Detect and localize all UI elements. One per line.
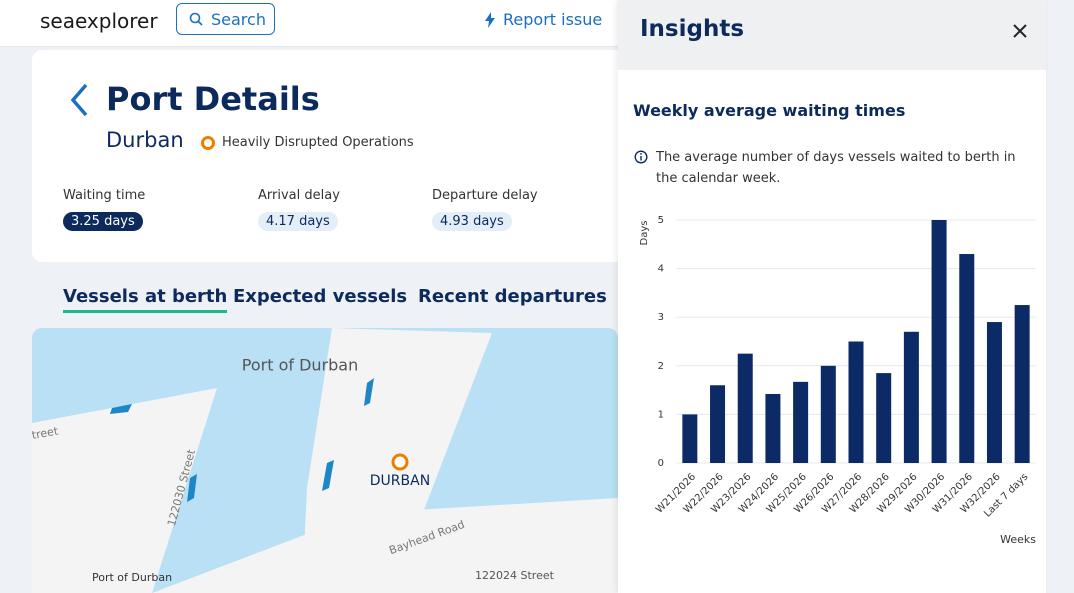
chart: 012345DaysWeeksW21/2026W22/2026W23/2026W… (639, 215, 1036, 546)
bar (1014, 305, 1030, 463)
map: Port of Durban DURBAN treet 122030 Stree… (32, 328, 618, 593)
bar (959, 254, 975, 463)
metric-pill[interactable]: 4.93 days (432, 210, 512, 231)
status-icon (201, 136, 215, 150)
brand[interactable]: seaexplorer (40, 9, 158, 33)
info-icon (634, 150, 648, 164)
bar (820, 365, 836, 463)
y-tick-label: 2 (658, 361, 664, 372)
y-tick-label: 0 (658, 458, 664, 469)
map-label: Port of Durban (92, 571, 172, 584)
bar (903, 331, 919, 463)
top-bar: seaexplorer Search Report issue (0, 0, 618, 47)
port-card: Port Details Durban Heavily Disrupted Op… (32, 50, 618, 262)
search-icon (189, 12, 203, 26)
bar (931, 220, 947, 463)
metric-label: Arrival delay (258, 188, 340, 203)
bar (710, 385, 726, 463)
metric-pill[interactable]: 4.17 days (258, 210, 338, 231)
port-name: Durban (106, 128, 184, 152)
bar (848, 341, 864, 463)
report-issue[interactable]: Report issue (503, 10, 603, 29)
x-axis-label: Weeks (1000, 533, 1036, 546)
map-label: treet (32, 424, 60, 442)
tab-underline (63, 310, 228, 313)
bar (682, 414, 698, 463)
tab[interactable]: Expected vessels (233, 286, 408, 307)
y-tick-label: 5 (658, 215, 664, 226)
metric-value: 4.17 days (258, 212, 338, 231)
metric-label: Departure delay (432, 188, 538, 203)
insights-panel: Insights Weekly average waiting times Th… (618, 0, 1046, 593)
close-button[interactable] (1012, 23, 1028, 39)
metric-label: Waiting time (63, 188, 146, 203)
map-label: Port of Durban (242, 356, 358, 375)
map-label: DURBAN (370, 473, 430, 489)
y-tick-label: 4 (658, 264, 664, 275)
metric-value: 4.93 days (432, 212, 512, 231)
status: Heavily Disrupted Operations (222, 135, 414, 150)
tab-active[interactable]: Vessels at berth (63, 286, 228, 313)
panel-header (618, 0, 1046, 70)
bar (876, 373, 892, 463)
search-button[interactable]: Search (176, 3, 275, 35)
chart-description: The average number of days vessels waite… (656, 150, 1016, 186)
bar (793, 381, 809, 463)
y-axis-label: Days (639, 221, 650, 246)
back-button[interactable] (68, 82, 92, 118)
y-tick-label: 1 (658, 409, 664, 420)
search-label: Search (211, 10, 266, 29)
page-title: Port Details (106, 80, 320, 118)
map-label: 122024 Street (475, 569, 555, 582)
y-tick-label: 3 (658, 312, 664, 323)
tab[interactable]: Recent departures (418, 286, 607, 307)
bolt-icon (485, 12, 495, 28)
panel-title: Insights (640, 16, 745, 42)
tab-label: Vessels at berth (63, 286, 228, 307)
bar (765, 393, 781, 463)
chart-title: Weekly average waiting times (633, 101, 906, 120)
metric-pill[interactable]: 3.25 days (63, 210, 143, 231)
bar (986, 322, 1002, 463)
metric-value: 3.25 days (63, 212, 143, 231)
bar (737, 353, 753, 463)
